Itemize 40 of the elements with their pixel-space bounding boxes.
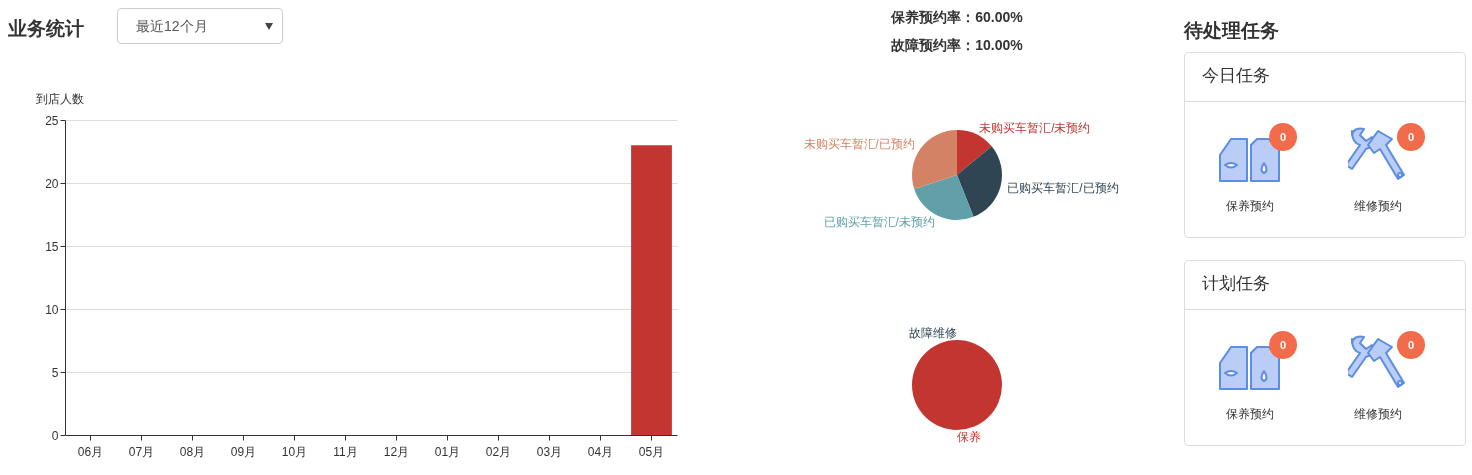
y-tick-label: 5	[51, 365, 59, 380]
x-tick-label: 09月	[230, 444, 257, 459]
count-badge: 0	[1269, 123, 1297, 151]
text: 维修预约	[1353, 198, 1403, 215]
y-tick-label: 25	[45, 113, 59, 128]
x-tick-label: 06月	[77, 444, 104, 459]
x-tick-label: 12月	[383, 444, 410, 459]
slice-label: 已购买车暂汇/未预约	[823, 215, 935, 230]
x-tick-label: 05月	[638, 444, 665, 459]
text: 保养预约率：60.00%	[890, 8, 1024, 27]
text: 维修预约	[1353, 406, 1403, 423]
category-label: 故障维修	[909, 326, 957, 340]
y-axis-title: 到店人数	[35, 91, 84, 106]
text: 保养预约	[1225, 198, 1275, 215]
x-tick-label: 03月	[536, 444, 563, 459]
y-tick-label: 0	[51, 428, 59, 443]
text: 待处理任务	[1184, 19, 1279, 43]
x-tick-label: 10月	[281, 444, 308, 459]
x-tick-label: 11月	[333, 444, 358, 459]
slice-label: 未购买车暂汇/未预约	[979, 120, 1091, 135]
count-badge: 0	[1269, 331, 1297, 359]
count-badge: 0	[1397, 331, 1425, 359]
slice-label: 未购买车暂汇/已预约	[803, 137, 915, 152]
text: 故障预约率：10.00%	[890, 36, 1024, 55]
dropdown: 最近12个月	[117, 8, 283, 44]
x-tick-label: 02月	[485, 444, 512, 459]
chart-title: 业务统计	[8, 17, 84, 41]
y-tick-label: 15	[45, 239, 59, 254]
y-tick-label: 10	[45, 302, 59, 317]
count-badge: 0	[1397, 123, 1425, 151]
y-tick-label: 20	[45, 176, 59, 191]
text: 今日任务	[1185, 53, 1465, 102]
slice-label: 已购买车暂汇/已预约	[1007, 180, 1119, 195]
x-tick-label: 08月	[179, 444, 206, 459]
x-tick-label: 07月	[128, 444, 155, 459]
text: 计划任务	[1185, 261, 1465, 310]
slice-label: 保养	[957, 430, 981, 444]
x-tick-label: 01月	[434, 444, 461, 459]
x-tick-label: 04月	[587, 444, 614, 459]
text: 保养预约	[1225, 406, 1275, 423]
